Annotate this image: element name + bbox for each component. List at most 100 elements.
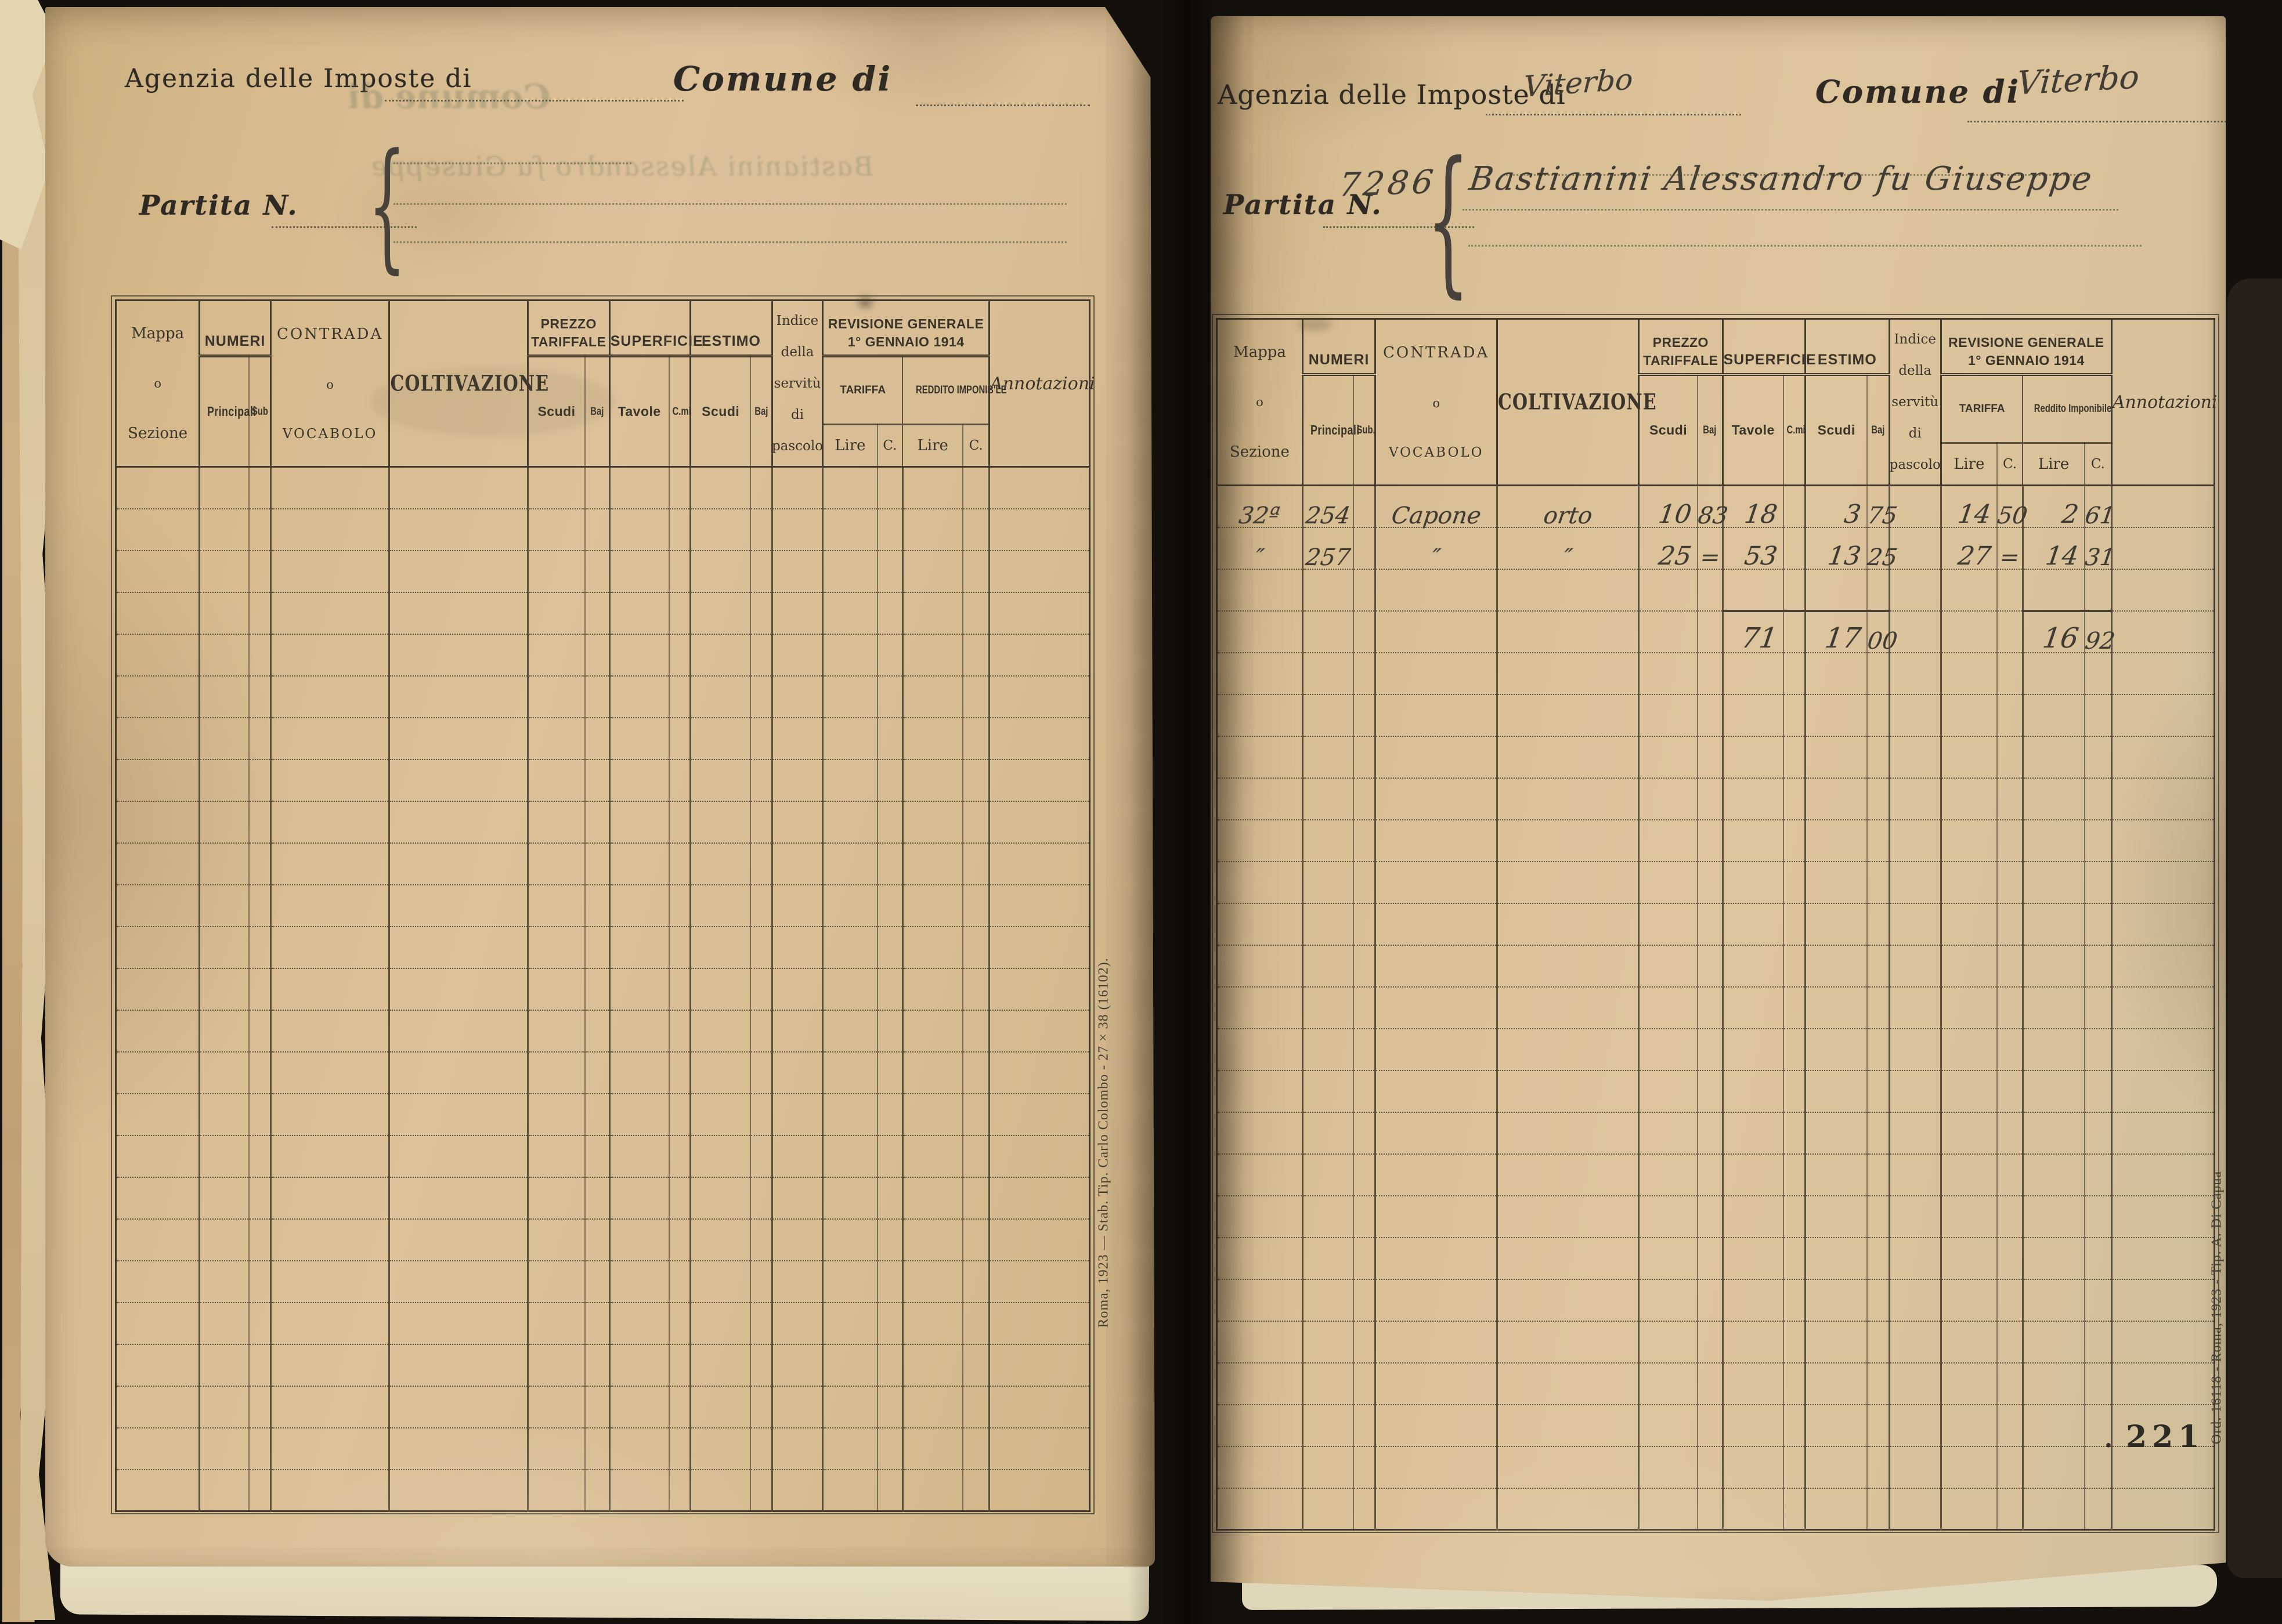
cell-prezzo_baj <box>585 1344 611 1387</box>
col-header-numeri: NUMERI <box>1302 319 1377 376</box>
cell-annotazioni <box>2111 861 2215 904</box>
cell-coltivazione <box>389 466 529 509</box>
cell-prezzo_scudi <box>528 842 586 885</box>
cell-prezzo_scudi <box>1638 1446 1699 1489</box>
cell-tariffa_c <box>877 1135 904 1178</box>
cell-sup_tavole <box>1723 1362 1784 1405</box>
cell-contrada <box>1375 1321 1499 1363</box>
cell-tariffa_c <box>1996 819 2024 862</box>
table-row <box>115 801 1091 844</box>
cell-prezzo_baj <box>1698 1404 1724 1447</box>
left-table-body <box>115 466 1091 1512</box>
cell-principali <box>199 592 250 635</box>
cell-indice <box>772 634 824 677</box>
cell-tariffa_c <box>877 1051 904 1094</box>
cell-tariffa_c <box>877 1427 904 1470</box>
cell-reddito_c: 61 <box>2084 484 2117 529</box>
handwritten-value: 10 <box>1656 499 1694 529</box>
cell-contrada <box>270 634 391 677</box>
cell-sub <box>249 1386 272 1428</box>
cell-mappa <box>115 884 201 927</box>
cell-prezzo_scudi <box>1638 1321 1699 1363</box>
table-row: 71 17 00 16 92 <box>1216 609 2215 654</box>
cell-reddito_c <box>963 759 991 802</box>
cell-sup_tavole <box>1723 1195 1784 1238</box>
cell-sub <box>249 508 272 551</box>
cell-prezzo_scudi <box>528 884 586 927</box>
cell-indice <box>1889 1112 1942 1155</box>
cell-tariffa_c <box>1996 903 2024 946</box>
cell-annotazioni <box>2111 903 2215 946</box>
cell-sup_cmi <box>669 884 691 927</box>
cell-estimo_baj <box>750 1302 773 1345</box>
table-row <box>1216 736 2215 779</box>
cell-estimo_scudi <box>690 508 752 551</box>
cell-sub <box>249 675 272 718</box>
cell-tariffa_c <box>1996 986 2024 1029</box>
cell-estimo_scudi <box>690 466 752 509</box>
cell-reddito_lire <box>902 1010 964 1052</box>
cell-sup_tavole <box>609 1302 670 1345</box>
handwritten-value: 18 <box>1742 499 1779 529</box>
cell-mappa <box>1216 777 1304 820</box>
cell-sup_tavole <box>609 759 670 802</box>
cell-coltivazione <box>1497 819 1640 862</box>
cell-estimo_baj <box>750 1469 773 1512</box>
cell-annotazioni <box>2111 694 2215 737</box>
cell-tariffa_c <box>877 508 904 551</box>
cell-sub <box>1353 1028 1377 1071</box>
cell-prezzo_scudi <box>1638 1279 1699 1322</box>
cell-principali <box>199 1135 250 1178</box>
cell-mappa <box>115 592 201 635</box>
comune-fill-line <box>916 104 1090 106</box>
cell-estimo_scudi <box>690 801 752 844</box>
cell-tariffa_c <box>1996 1362 2024 1405</box>
col-header-cmi: C.mi <box>669 356 691 467</box>
cell-indice <box>1889 569 1942 612</box>
cell-sub <box>1353 1404 1377 1447</box>
cell-prezzo_baj <box>585 1469 611 1512</box>
comune-fill-line <box>1967 121 2226 122</box>
cell-mappa <box>115 842 201 885</box>
right-page: Agenzia delle Imposte di Viterbo Comune … <box>1211 16 2226 1601</box>
cell-principali <box>1302 861 1354 904</box>
cell-indice <box>772 675 824 718</box>
cell-sup_tavole <box>609 926 670 969</box>
cell-mappa <box>115 717 201 760</box>
cell-mappa <box>115 675 201 718</box>
cell-sub <box>1353 1195 1377 1238</box>
handwritten-value: 00 <box>1865 627 1900 654</box>
cell-principali <box>199 1218 250 1261</box>
cell-reddito_lire <box>902 1093 964 1136</box>
col-header-tariffa-lire: Lire <box>1941 443 1998 486</box>
cell-indice <box>772 1302 824 1345</box>
cell-tariffa_lire <box>1941 1446 1998 1489</box>
cell-sup_tavole <box>609 634 670 677</box>
col-header-tariffa-c: C. <box>1996 443 2024 486</box>
cell-annotazioni <box>989 1386 1091 1428</box>
cell-mappa <box>1216 1488 1304 1531</box>
cell-prezzo_scudi <box>528 508 586 551</box>
cell-mappa <box>115 1010 201 1052</box>
cell-estimo_baj <box>750 634 773 677</box>
cell-tariffa_c <box>877 968 904 1011</box>
cell-prezzo_baj <box>585 508 611 551</box>
cell-sub <box>249 592 272 635</box>
cell-contrada <box>1375 652 1499 695</box>
cell-contrada: Capone <box>1375 484 1499 529</box>
cell-estimo_baj <box>750 842 773 885</box>
cell-estimo_baj <box>750 1427 773 1470</box>
cell-sub <box>1353 1112 1377 1155</box>
cell-tariffa_lire <box>822 592 878 635</box>
cell-contrada <box>1375 1237 1499 1280</box>
cell-tariffa_c <box>877 801 904 844</box>
cell-principali <box>1302 777 1354 820</box>
cell-reddito_c <box>963 1093 991 1136</box>
col-header-estimo: ESTIMO <box>690 300 773 357</box>
cell-reddito_lire <box>2023 736 2085 779</box>
table-row <box>1216 569 2215 612</box>
cell-estimo_scudi <box>690 842 752 885</box>
partita-label: Partita N. <box>1223 189 1382 221</box>
cell-sup_cmi <box>669 1218 691 1261</box>
cell-sup_tavole <box>609 1177 670 1220</box>
